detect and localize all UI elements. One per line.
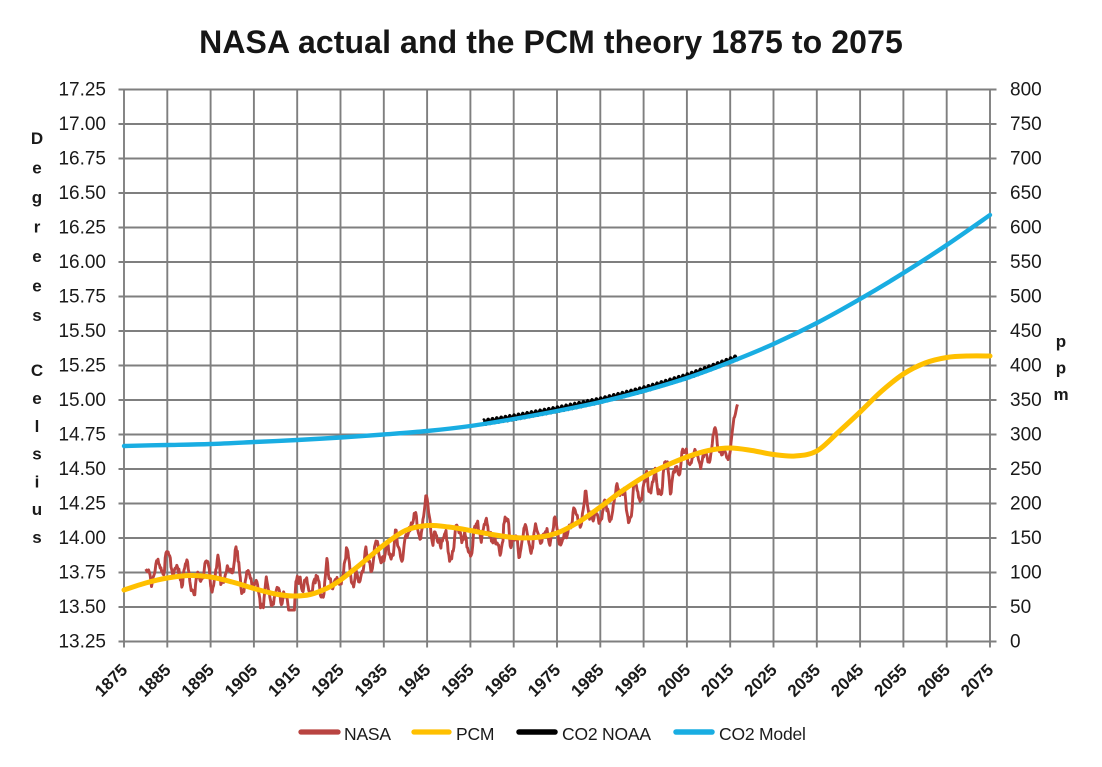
svg-text:e: e	[32, 247, 41, 266]
svg-text:14.75: 14.75	[58, 425, 106, 446]
svg-text:17.00: 17.00	[58, 114, 106, 135]
svg-text:50: 50	[1010, 597, 1031, 618]
svg-text:13.25: 13.25	[58, 632, 106, 653]
svg-text:800: 800	[1010, 80, 1042, 101]
svg-text:500: 500	[1010, 287, 1042, 308]
svg-text:200: 200	[1010, 494, 1042, 515]
svg-text:p: p	[1056, 332, 1066, 351]
svg-text:150: 150	[1010, 528, 1042, 549]
svg-text:650: 650	[1010, 183, 1042, 204]
svg-text:16.25: 16.25	[58, 218, 106, 239]
svg-text:s: s	[32, 528, 41, 547]
svg-text:100: 100	[1010, 563, 1042, 584]
svg-text:14.25: 14.25	[58, 494, 106, 515]
svg-text:CO2 Model: CO2 Model	[719, 724, 806, 744]
svg-text:u: u	[32, 500, 42, 519]
svg-text:14.50: 14.50	[58, 459, 106, 480]
svg-text:16.50: 16.50	[58, 183, 106, 204]
svg-text:NASA: NASA	[344, 724, 391, 744]
svg-text:450: 450	[1010, 321, 1042, 342]
svg-text:17.25: 17.25	[58, 80, 106, 101]
svg-text:15.25: 15.25	[58, 356, 106, 377]
svg-text:13.75: 13.75	[58, 563, 106, 584]
svg-text:e: e	[32, 389, 41, 408]
svg-text:D: D	[31, 129, 43, 148]
svg-text:400: 400	[1010, 356, 1042, 377]
svg-text:700: 700	[1010, 149, 1042, 170]
svg-text:m: m	[1053, 385, 1068, 404]
svg-text:0: 0	[1010, 632, 1021, 653]
svg-text:s: s	[32, 445, 41, 464]
svg-text:NASA actual and the PCM theory: NASA actual and the PCM theory 1875 to 2…	[199, 24, 903, 60]
svg-text:16.75: 16.75	[58, 149, 106, 170]
svg-text:14.00: 14.00	[58, 528, 106, 549]
svg-text:r: r	[34, 218, 41, 237]
svg-text:15.75: 15.75	[58, 287, 106, 308]
svg-text:15.50: 15.50	[58, 321, 106, 342]
svg-text:e: e	[32, 159, 41, 178]
svg-text:s: s	[32, 306, 41, 325]
svg-text:15.00: 15.00	[58, 390, 106, 411]
svg-text:600: 600	[1010, 218, 1042, 239]
svg-text:550: 550	[1010, 252, 1042, 273]
svg-text:13.50: 13.50	[58, 597, 106, 618]
svg-text:350: 350	[1010, 390, 1042, 411]
svg-text:g: g	[32, 188, 42, 207]
svg-text:16.00: 16.00	[58, 252, 106, 273]
svg-text:PCM: PCM	[456, 724, 494, 744]
svg-text:C: C	[31, 361, 43, 380]
svg-text:250: 250	[1010, 459, 1042, 480]
svg-text:300: 300	[1010, 425, 1042, 446]
svg-text:l: l	[35, 417, 40, 436]
svg-text:CO2 NOAA: CO2 NOAA	[562, 724, 651, 744]
svg-text:p: p	[1056, 359, 1066, 378]
svg-text:750: 750	[1010, 114, 1042, 135]
svg-text:i: i	[35, 472, 40, 491]
svg-text:e: e	[32, 277, 41, 296]
